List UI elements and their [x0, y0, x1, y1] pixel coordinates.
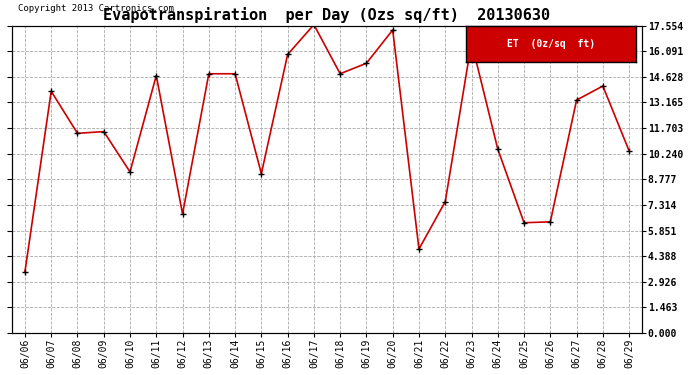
Text: Copyright 2013 Cartronics.com: Copyright 2013 Cartronics.com: [18, 4, 174, 13]
Title: Evapotranspiration  per Day (Ozs sq/ft)  20130630: Evapotranspiration per Day (Ozs sq/ft) 2…: [104, 7, 551, 23]
